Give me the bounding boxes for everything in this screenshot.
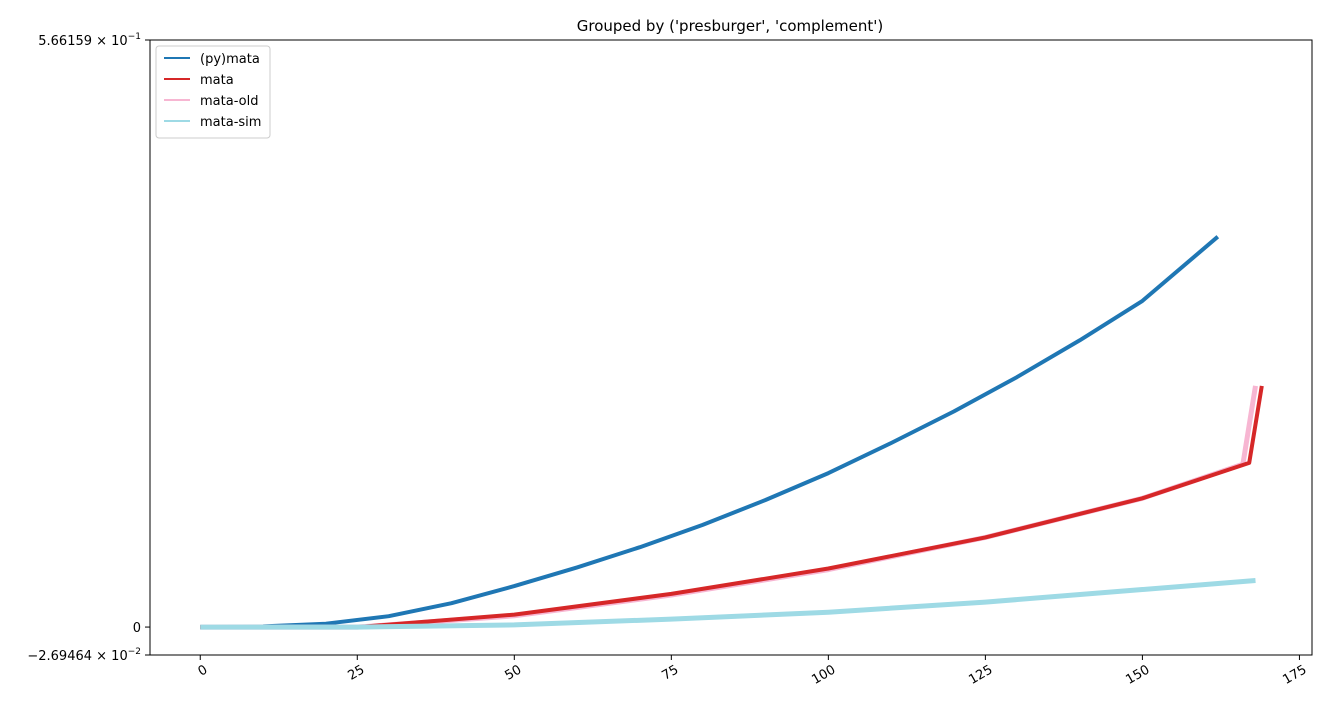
legend-label: mata-old (200, 94, 258, 109)
x-tick-label: 50 (502, 662, 524, 683)
series-line-mata-sim (200, 578, 1256, 630)
y-tick-label: −2.69464 × 10−2 (27, 647, 141, 664)
series-line-mata (200, 385, 1264, 630)
legend-label: mata-sim (200, 115, 261, 130)
chart-title: Grouped by ('presburger', 'complement') (577, 17, 884, 35)
x-tick-label: 25 (345, 662, 367, 683)
legend-label: (py)mata (200, 52, 260, 67)
legend-box (155, 45, 271, 139)
y-axis: 5.66159 × 10−1 0 −2.69464 × 10−2 (27, 32, 150, 664)
series-line-py-mata (200, 235, 1220, 630)
plot-series (200, 235, 1264, 630)
x-tick-label: 75 (659, 662, 681, 683)
legend-label: mata (200, 73, 234, 88)
legend: (py)mata mata mata-old mata-sim (155, 45, 271, 139)
y-tick-label: 0 (133, 621, 141, 636)
plot-frame (149, 39, 1313, 656)
y-tick-label: 5.66159 × 10−1 (38, 32, 141, 49)
